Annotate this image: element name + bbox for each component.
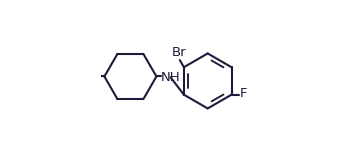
Text: F: F bbox=[240, 87, 247, 100]
Text: Br: Br bbox=[172, 46, 186, 59]
Text: NH: NH bbox=[161, 71, 181, 84]
